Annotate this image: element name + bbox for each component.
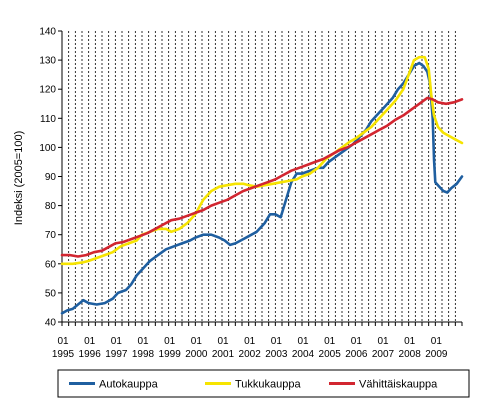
- x-tick-label-month: 01: [164, 336, 176, 347]
- x-tick-label-year: 1999: [159, 349, 182, 360]
- y-tick-label: 70: [45, 230, 57, 241]
- series-lines: [60, 55, 464, 315]
- x-tick-label-year: 2005: [319, 349, 342, 360]
- legend-label-tukkukauppa: Tukkukauppa: [235, 379, 302, 391]
- y-tick-label: 60: [45, 259, 57, 270]
- x-tick-label-month: 01: [137, 336, 149, 347]
- series-line-autokauppa: [60, 61, 464, 315]
- y-tick-label: 110: [40, 114, 56, 125]
- y-tick-label: 40: [45, 318, 57, 329]
- x-tick-label-month: 01: [351, 336, 363, 347]
- x-tick-label-year: 1995: [52, 349, 75, 360]
- x-tick-label-year: 2006: [345, 349, 368, 360]
- x-tick-label-year: 2007: [372, 349, 395, 360]
- x-tick-label-year: 2000: [185, 349, 208, 360]
- x-tick-label-year: 1996: [79, 349, 102, 360]
- x-tick-label-month: 01: [271, 336, 283, 347]
- x-tick-label-month: 01: [297, 336, 309, 347]
- x-tick-label-month: 01: [217, 336, 229, 347]
- x-tick-label-month: 01: [404, 336, 416, 347]
- x-tick-label-year: 2001: [212, 349, 235, 360]
- legend-label-vahittaiskauppa: Vähittäiskauppa: [359, 379, 438, 391]
- y-axis-title: Indeksi (2005=100): [13, 131, 25, 225]
- x-tick-label-year: 2008: [399, 349, 422, 360]
- y-tick-label: 130: [39, 56, 56, 67]
- x-tick-label-year: 2004: [292, 349, 315, 360]
- legend-label-autokauppa: Autokauppa: [99, 379, 159, 391]
- y-tick-label: 80: [45, 201, 57, 212]
- x-tick-label-month: 01: [111, 336, 123, 347]
- x-tick-label-month: 01: [324, 336, 336, 347]
- x-tick-label-month: 01: [84, 336, 96, 347]
- y-tick-label: 120: [39, 85, 56, 96]
- x-tick-label-month: 01: [431, 336, 443, 347]
- x-tick-label-year: 2002: [239, 349, 262, 360]
- x-tick-label-year: 1997: [105, 349, 128, 360]
- legend-box: [57, 369, 470, 398]
- vertical-gridlines: [68, 31, 456, 322]
- x-tick-label-month: 01: [57, 336, 69, 347]
- x-tick-label-month: 01: [377, 336, 389, 347]
- x-tick-label-month: 01: [191, 336, 203, 347]
- x-tick-label-year: 2003: [265, 349, 288, 360]
- y-tick-label: 50: [45, 288, 57, 299]
- x-tick-label-year: 2009: [425, 349, 448, 360]
- x-tick-label-year: 1998: [132, 349, 155, 360]
- axes: 40 50 60 70 80 90 100 110 120 130 140 01 1995 01 1996 0…: [39, 27, 463, 360]
- y-tick-label: 90: [45, 172, 57, 183]
- legend: Autokauppa Tukkukauppa Vähittäiskauppa: [57, 369, 470, 398]
- y-tick-label: 140: [39, 27, 56, 38]
- series-line-vhittiskauppa: [60, 96, 464, 258]
- x-tick-label-month: 01: [244, 336, 256, 347]
- series-line-tukkukauppa: [60, 55, 464, 266]
- y-tick-label: 100: [39, 143, 56, 154]
